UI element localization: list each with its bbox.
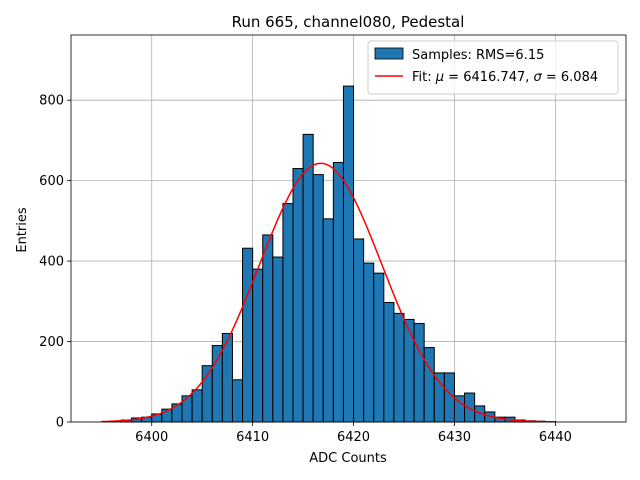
x-tick-label: 6420 — [337, 430, 370, 445]
y-tick-label: 0 — [56, 416, 64, 431]
histogram-bar — [423, 347, 435, 423]
x-tick-label: 6410 — [236, 430, 269, 445]
fit-curve-group — [101, 162, 556, 423]
y-tick-label: 800 — [39, 94, 64, 109]
histogram-bar — [332, 162, 344, 423]
legend-box — [367, 40, 619, 95]
legend-sigma-value: = 6.084 — [542, 70, 598, 85]
x-axis-label: ADC Counts — [309, 451, 387, 466]
histogram-bar — [282, 203, 294, 423]
y-axis-label: Entries — [15, 207, 30, 253]
y-tick-label: 400 — [39, 255, 64, 270]
legend-mu-value: = 6416.747, — [444, 70, 533, 85]
histogram-bar — [433, 372, 445, 423]
histogram-bar — [322, 218, 334, 423]
histogram-bar — [211, 345, 223, 423]
histogram-bar — [413, 322, 425, 423]
histogram-bar — [272, 256, 284, 423]
x-axis-ticks: 6400 6410 6420 6430 6440 — [135, 422, 572, 445]
histogram-bar — [242, 247, 254, 423]
histogram-bar — [312, 174, 324, 423]
histogram-bar — [262, 234, 274, 423]
legend-sigma-symbol: σ — [534, 70, 543, 85]
histogram-bar — [393, 312, 405, 423]
fit-curve — [101, 162, 556, 423]
histogram-bar — [353, 238, 365, 423]
legend-histogram-swatch — [374, 47, 404, 60]
histogram-bar — [383, 302, 395, 423]
histogram-bar — [292, 168, 304, 423]
y-axis-ticks: 0 200 400 600 800 — [39, 94, 71, 431]
legend: Samples: RMS=6.15 Fit: μ = 6416.747, σ =… — [367, 40, 619, 95]
x-tick-label: 6400 — [135, 430, 168, 445]
x-tick-label: 6440 — [539, 430, 572, 445]
histogram-bar — [252, 268, 264, 423]
x-tick-label: 6430 — [438, 430, 471, 445]
chart-title: Run 665, channel080, Pedestal — [232, 13, 465, 31]
y-tick-label: 200 — [39, 335, 64, 350]
histogram-bar — [363, 262, 375, 423]
histogram-bar — [191, 389, 203, 423]
axes-frame — [70, 34, 627, 423]
legend-mu-symbol: μ — [435, 70, 444, 85]
histogram-bar — [373, 272, 385, 423]
histogram-bar — [302, 133, 314, 423]
histogram-bar — [403, 318, 415, 423]
histogram-bar — [342, 85, 355, 423]
legend-fit-label: Fit: μ = 6416.747, σ = 6.084 — [412, 70, 598, 85]
histogram-bars — [110, 85, 556, 423]
histogram-bar — [231, 379, 244, 423]
legend-histogram-label: Samples: RMS=6.15 — [412, 48, 544, 63]
y-tick-label: 600 — [39, 174, 64, 189]
legend-fit-prefix: Fit: — [412, 70, 436, 85]
